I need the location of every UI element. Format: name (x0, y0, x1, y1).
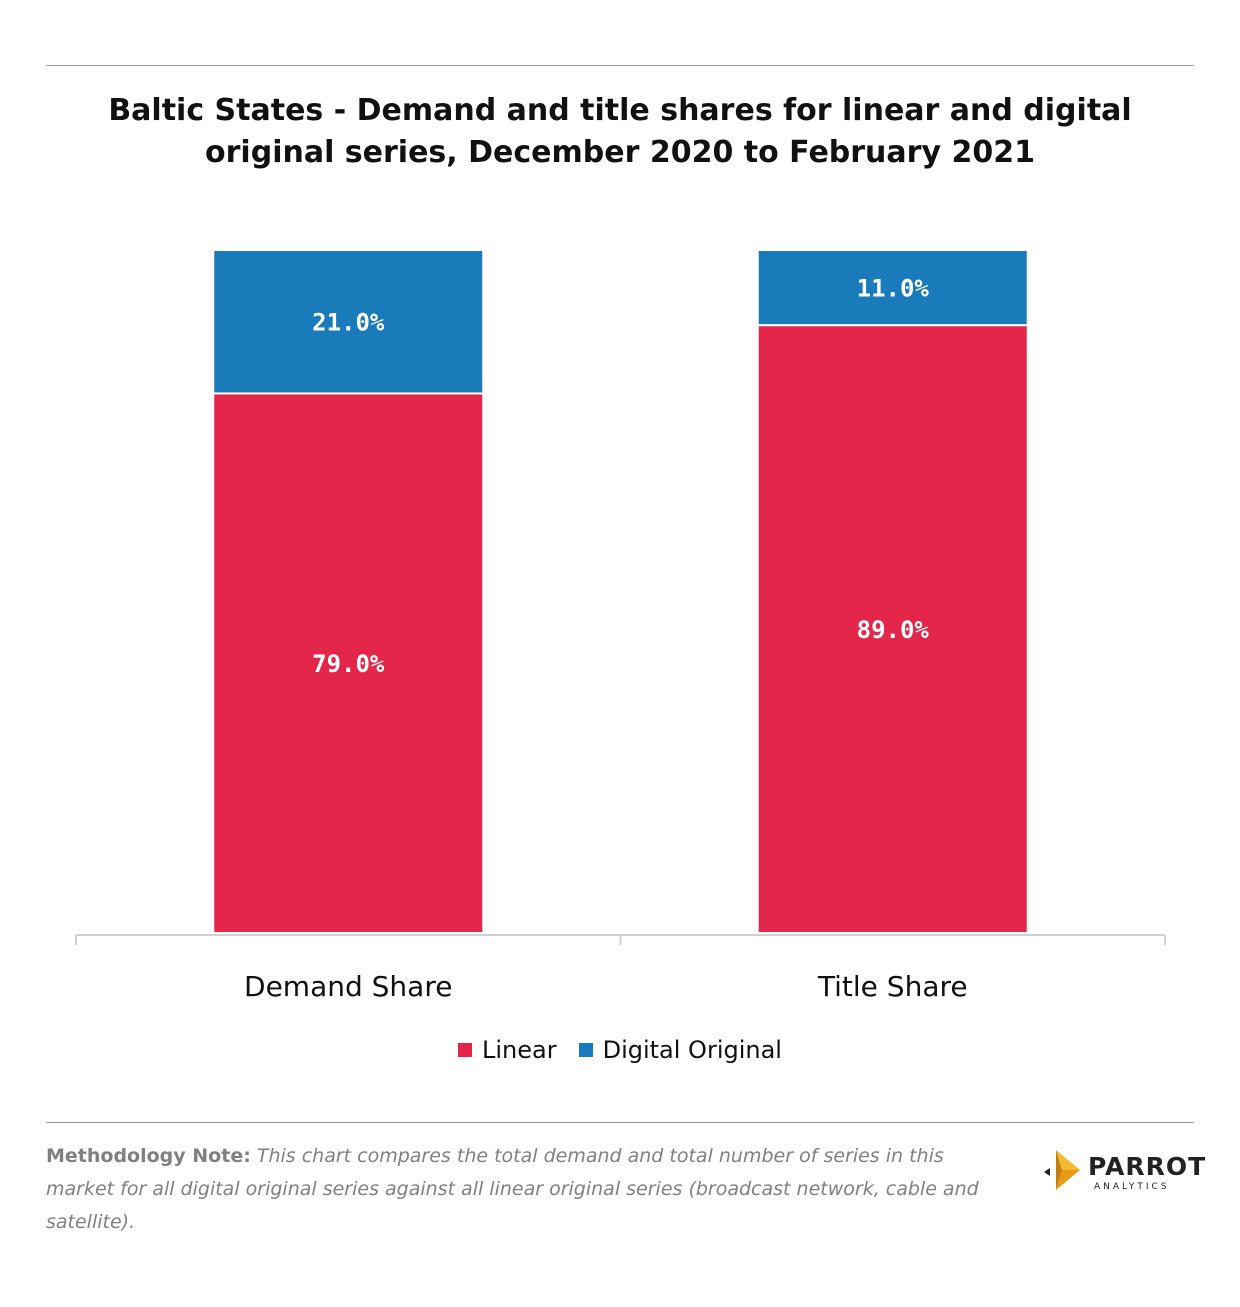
stacked-bar-chart: 79.0% 21.0% Demand Share 89.0% 11.0% Title Sh… (75, 249, 1166, 1003)
bar-title-share-linear (756, 324, 1029, 934)
legend-item-digital-original: Digital Original (578, 1036, 782, 1064)
bar-demand-share-digital-original (212, 249, 485, 395)
legend-swatch-linear (458, 1043, 472, 1057)
parrot-logo-icon (1044, 1150, 1080, 1190)
data-label-demand-share-digital-original: 21.0% (312, 309, 385, 337)
bar-demand-share-linear (212, 392, 485, 934)
legend-swatch-digital-original (578, 1043, 593, 1057)
category-label-title-share: Title Share (817, 970, 968, 1003)
top-divider (46, 65, 1194, 66)
category-label-demand-share: Demand Share (244, 970, 452, 1003)
methodology-note-label: Methodology Note: (46, 1145, 251, 1167)
data-label-title-share-digital-original: 11.0% (857, 275, 930, 303)
brand-name: PARROT (1088, 1152, 1207, 1181)
methodology-note: Methodology Note: This chart compares th… (46, 1140, 996, 1239)
brand-logo: PARROT ANALYTICS (1040, 1146, 1205, 1196)
legend: Linear Digital Original (0, 1036, 1240, 1064)
brand-sub: ANALYTICS (1094, 1182, 1170, 1192)
legend-item-linear: Linear (458, 1036, 557, 1064)
legend-label-linear: Linear (482, 1036, 557, 1064)
chart-title: Baltic States - Demand and title shares … (108, 93, 1132, 170)
bottom-divider (46, 1122, 1194, 1123)
bar-title-share-digital-original (756, 249, 1029, 327)
methodology-note-text: This chart compares the total demand and… (46, 1145, 979, 1233)
data-label-demand-share-linear: 79.0% (312, 650, 385, 678)
data-label-title-share-linear: 89.0% (857, 616, 930, 644)
legend-label-digital-original: Digital Original (602, 1036, 782, 1064)
